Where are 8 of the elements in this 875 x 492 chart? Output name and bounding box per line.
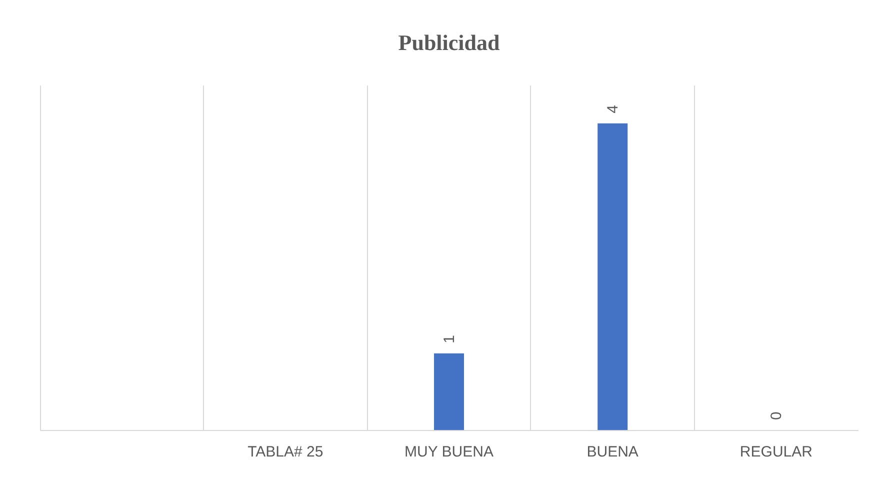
data-label: 1 — [441, 334, 458, 344]
data-label: 0 — [768, 412, 786, 420]
data-label: 4 — [604, 104, 622, 114]
chart-title: Publicidad — [398, 30, 500, 55]
x-tick-label: BUENA — [586, 444, 638, 460]
x-tick-label: REGULAR — [740, 444, 813, 460]
x-tick-label: MUY BUENA — [404, 444, 494, 460]
x-tick-label: TABLA# 25 — [248, 444, 324, 460]
